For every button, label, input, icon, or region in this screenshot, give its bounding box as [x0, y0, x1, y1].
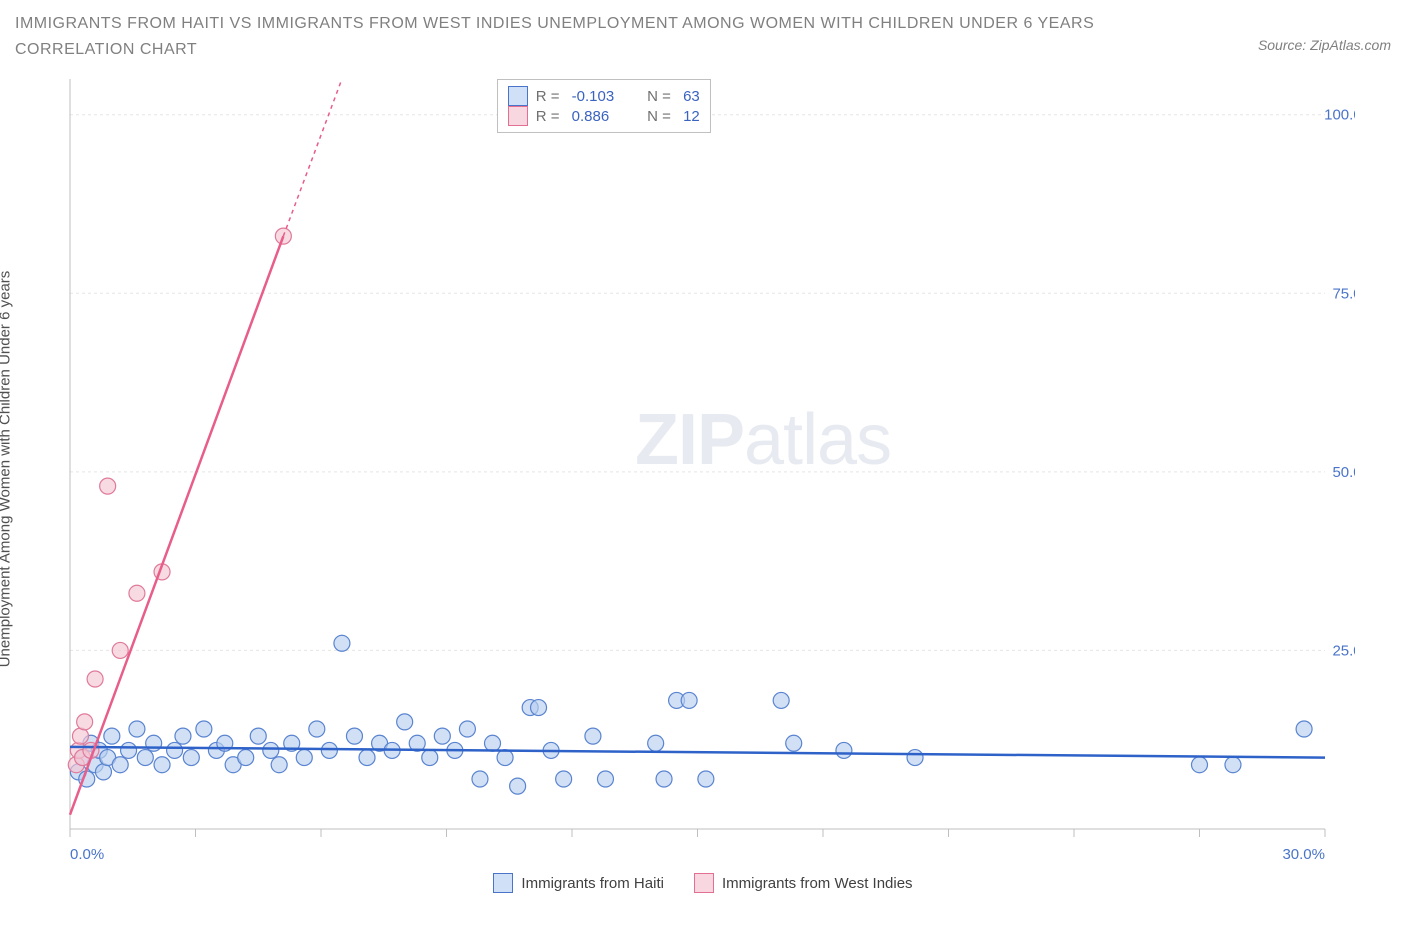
series-legend-label: Immigrants from Haiti — [521, 875, 664, 892]
svg-text:30.0%: 30.0% — [1282, 846, 1325, 863]
chart-title-line1: IMMIGRANTS FROM HAITI VS IMMIGRANTS FROM… — [15, 15, 1391, 33]
chart-title-line2: CORRELATION CHART — [15, 41, 1391, 59]
svg-text:25.0%: 25.0% — [1332, 642, 1355, 659]
svg-text:0.0%: 0.0% — [70, 846, 104, 863]
legend-swatch — [508, 106, 528, 126]
source-label: Source: ZipAtlas.com — [1258, 37, 1391, 53]
chart-header: IMMIGRANTS FROM HAITI VS IMMIGRANTS FROM… — [15, 15, 1391, 59]
correlation-legend: R = -0.103 N = 63R = 0.886 N = 12 — [497, 79, 711, 133]
series-legend-label: Immigrants from West Indies — [722, 875, 913, 892]
series-legend-item: Immigrants from Haiti — [493, 873, 664, 893]
series-legend-item: Immigrants from West Indies — [694, 873, 913, 893]
chart-container: Unemployment Among Women with Children U… — [15, 69, 1391, 869]
legend-stat-row: R = -0.103 N = 63 — [508, 86, 700, 106]
svg-text:75.0%: 75.0% — [1332, 285, 1355, 302]
series-legend: Immigrants from Haiti Immigrants from Wes… — [15, 873, 1391, 893]
y-axis-label: Unemployment Among Women with Children U… — [0, 271, 14, 668]
legend-stat-row: R = 0.886 N = 12 — [508, 106, 700, 126]
legend-swatch — [508, 86, 528, 106]
svg-text:100.0%: 100.0% — [1324, 107, 1355, 124]
legend-swatch — [694, 873, 714, 893]
scatter-chart: 25.0% 50.0% 75.0% 100.0% 0.0% 30.0% — [15, 69, 1355, 869]
svg-text:50.0%: 50.0% — [1332, 464, 1355, 481]
legend-swatch — [493, 873, 513, 893]
